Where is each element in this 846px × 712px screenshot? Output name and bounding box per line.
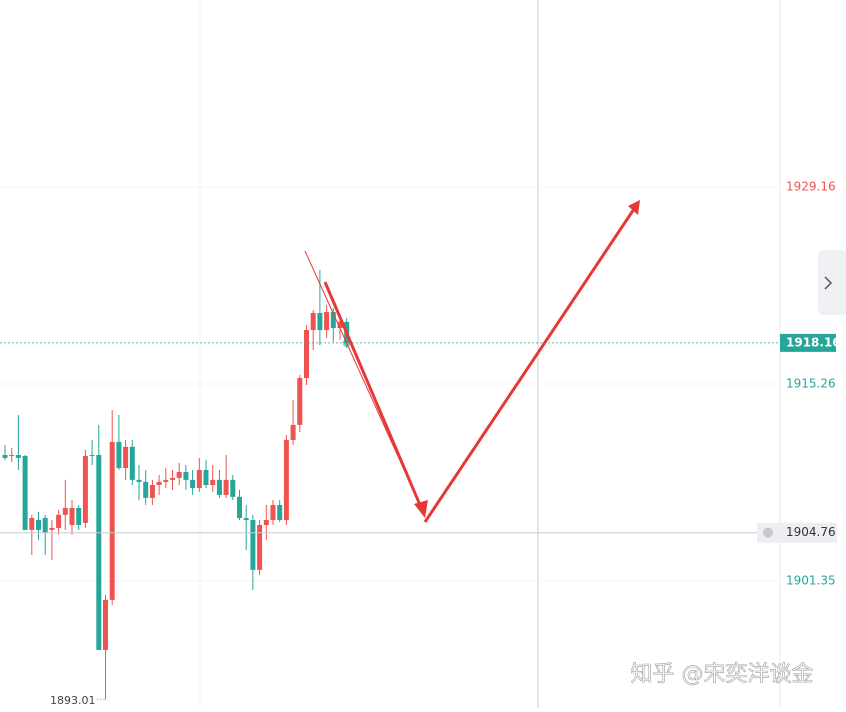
candle-body xyxy=(277,504,283,520)
candle-body xyxy=(82,455,88,523)
candle-body xyxy=(230,479,236,497)
candle-body xyxy=(2,454,8,458)
y-tick-label: 1915.26 xyxy=(786,376,836,390)
crosshair-label: 1904.76 xyxy=(786,525,836,539)
arrow-head xyxy=(628,200,640,215)
candle-body xyxy=(129,446,135,480)
side-toggle[interactable] xyxy=(818,250,846,315)
candle-body xyxy=(203,469,209,485)
candle-body xyxy=(310,312,316,330)
candle-body xyxy=(103,599,108,650)
watermark: 知乎 @宋奕洋谈金 xyxy=(631,662,814,687)
candle-body xyxy=(270,504,276,520)
candle-body xyxy=(170,477,175,480)
chevron xyxy=(824,276,833,290)
last-price-box xyxy=(780,333,836,352)
low-label: 1893.01 xyxy=(50,694,96,707)
candle-body xyxy=(216,479,222,495)
y-tick-label: 1929.16 xyxy=(786,180,836,194)
candle-body xyxy=(290,424,296,440)
candle-body xyxy=(163,479,169,482)
candle-body xyxy=(96,454,102,650)
candle-body xyxy=(283,439,289,520)
candle-body xyxy=(183,471,189,480)
candle-body xyxy=(56,514,62,528)
candle-body xyxy=(123,446,129,468)
candle-body xyxy=(36,519,41,530)
candle-body xyxy=(337,321,343,329)
candle-body xyxy=(330,311,336,329)
candle-body xyxy=(15,454,21,458)
candle-body xyxy=(9,454,15,456)
candle-body xyxy=(176,471,182,478)
candle-body xyxy=(324,311,330,330)
candle-body xyxy=(69,507,75,525)
candle-body xyxy=(210,479,216,485)
candle-body xyxy=(297,378,303,425)
last-price-label: 1918.16 xyxy=(786,335,841,349)
candle-body xyxy=(250,519,256,570)
y-tick-label: 1901.35 xyxy=(786,574,836,588)
candle-body xyxy=(49,527,55,530)
arrow-up xyxy=(423,205,638,523)
candle-body xyxy=(136,479,142,482)
candle-body xyxy=(317,312,323,330)
candle-body xyxy=(89,454,95,456)
candle-body xyxy=(237,496,242,519)
candle-body xyxy=(143,481,149,498)
candle-body xyxy=(223,479,229,495)
candle-body xyxy=(257,524,263,570)
candle-body xyxy=(109,441,115,600)
candle-body xyxy=(29,518,35,530)
candle-body xyxy=(190,479,196,488)
candle-body xyxy=(243,518,249,520)
candle-body xyxy=(22,455,28,530)
candle-body xyxy=(263,519,269,525)
candle-body xyxy=(42,518,48,533)
arrow-head xyxy=(414,500,428,518)
candle-body xyxy=(149,484,155,498)
candle-body xyxy=(304,329,309,379)
crosshair-box xyxy=(757,522,837,543)
candle-body xyxy=(196,469,202,488)
alert-icon xyxy=(763,527,773,538)
candle-body xyxy=(156,481,162,485)
candle-body xyxy=(62,507,68,515)
arrow-down xyxy=(323,281,425,513)
candle-body xyxy=(116,441,122,468)
candle-body xyxy=(76,507,82,525)
